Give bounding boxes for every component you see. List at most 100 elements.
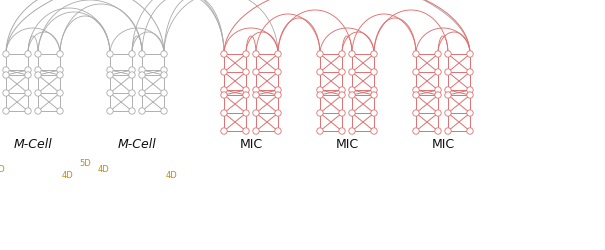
- Circle shape: [467, 70, 473, 76]
- Circle shape: [139, 108, 145, 115]
- Circle shape: [25, 90, 31, 97]
- Circle shape: [253, 88, 259, 94]
- Circle shape: [339, 70, 345, 76]
- Circle shape: [253, 52, 259, 58]
- Text: MIC: MIC: [431, 138, 454, 151]
- Text: M-Cell: M-Cell: [117, 138, 156, 151]
- Circle shape: [413, 88, 419, 94]
- Circle shape: [371, 70, 377, 76]
- Circle shape: [349, 128, 355, 135]
- Circle shape: [25, 72, 31, 79]
- Circle shape: [349, 52, 355, 58]
- Circle shape: [275, 110, 281, 117]
- Circle shape: [275, 52, 281, 58]
- Circle shape: [349, 70, 355, 76]
- Circle shape: [371, 92, 377, 99]
- Circle shape: [129, 72, 135, 79]
- Circle shape: [3, 72, 9, 79]
- Text: 4D: 4D: [0, 165, 5, 174]
- Circle shape: [339, 88, 345, 94]
- Circle shape: [107, 52, 113, 58]
- Circle shape: [3, 108, 9, 115]
- Circle shape: [35, 108, 41, 115]
- Circle shape: [139, 52, 145, 58]
- Circle shape: [57, 108, 63, 115]
- Circle shape: [243, 128, 249, 135]
- Circle shape: [371, 128, 377, 135]
- Text: 4D: 4D: [62, 170, 74, 179]
- Circle shape: [445, 70, 451, 76]
- Circle shape: [25, 52, 31, 58]
- Circle shape: [57, 52, 63, 58]
- Circle shape: [129, 90, 135, 97]
- Circle shape: [445, 52, 451, 58]
- Circle shape: [317, 128, 323, 135]
- Circle shape: [35, 52, 41, 58]
- Circle shape: [161, 90, 167, 97]
- Circle shape: [253, 110, 259, 117]
- Circle shape: [129, 108, 135, 115]
- Circle shape: [339, 92, 345, 99]
- Text: M-Cell: M-Cell: [14, 138, 53, 151]
- Circle shape: [35, 72, 41, 79]
- Circle shape: [107, 72, 113, 79]
- Circle shape: [161, 68, 167, 74]
- Circle shape: [339, 128, 345, 135]
- Circle shape: [243, 52, 249, 58]
- Circle shape: [243, 88, 249, 94]
- Circle shape: [57, 68, 63, 74]
- Circle shape: [435, 88, 441, 94]
- Circle shape: [221, 128, 227, 135]
- Circle shape: [107, 90, 113, 97]
- Circle shape: [413, 110, 419, 117]
- Circle shape: [445, 128, 451, 135]
- Text: 4D: 4D: [97, 165, 109, 174]
- Circle shape: [467, 52, 473, 58]
- Circle shape: [161, 108, 167, 115]
- Circle shape: [243, 110, 249, 117]
- Circle shape: [221, 70, 227, 76]
- Circle shape: [349, 110, 355, 117]
- Circle shape: [317, 52, 323, 58]
- Circle shape: [349, 88, 355, 94]
- Circle shape: [275, 128, 281, 135]
- Circle shape: [253, 70, 259, 76]
- Circle shape: [57, 72, 63, 79]
- Circle shape: [371, 88, 377, 94]
- Circle shape: [35, 90, 41, 97]
- Circle shape: [129, 68, 135, 74]
- Circle shape: [253, 92, 259, 99]
- Circle shape: [413, 92, 419, 99]
- Circle shape: [129, 52, 135, 58]
- Circle shape: [275, 70, 281, 76]
- Circle shape: [243, 70, 249, 76]
- Circle shape: [467, 128, 473, 135]
- Circle shape: [467, 110, 473, 117]
- Circle shape: [3, 90, 9, 97]
- Circle shape: [161, 72, 167, 79]
- Circle shape: [413, 128, 419, 135]
- Circle shape: [317, 88, 323, 94]
- Circle shape: [435, 52, 441, 58]
- Circle shape: [221, 88, 227, 94]
- Circle shape: [3, 52, 9, 58]
- Circle shape: [221, 110, 227, 117]
- Circle shape: [435, 128, 441, 135]
- Circle shape: [467, 92, 473, 99]
- Circle shape: [221, 92, 227, 99]
- Circle shape: [243, 92, 249, 99]
- Circle shape: [445, 88, 451, 94]
- Circle shape: [349, 92, 355, 99]
- Circle shape: [3, 68, 9, 74]
- Circle shape: [275, 92, 281, 99]
- Circle shape: [139, 90, 145, 97]
- Circle shape: [413, 52, 419, 58]
- Circle shape: [339, 52, 345, 58]
- Circle shape: [57, 90, 63, 97]
- Circle shape: [25, 108, 31, 115]
- Circle shape: [445, 110, 451, 117]
- Text: MIC: MIC: [335, 138, 359, 151]
- Circle shape: [161, 52, 167, 58]
- Circle shape: [139, 68, 145, 74]
- Circle shape: [275, 88, 281, 94]
